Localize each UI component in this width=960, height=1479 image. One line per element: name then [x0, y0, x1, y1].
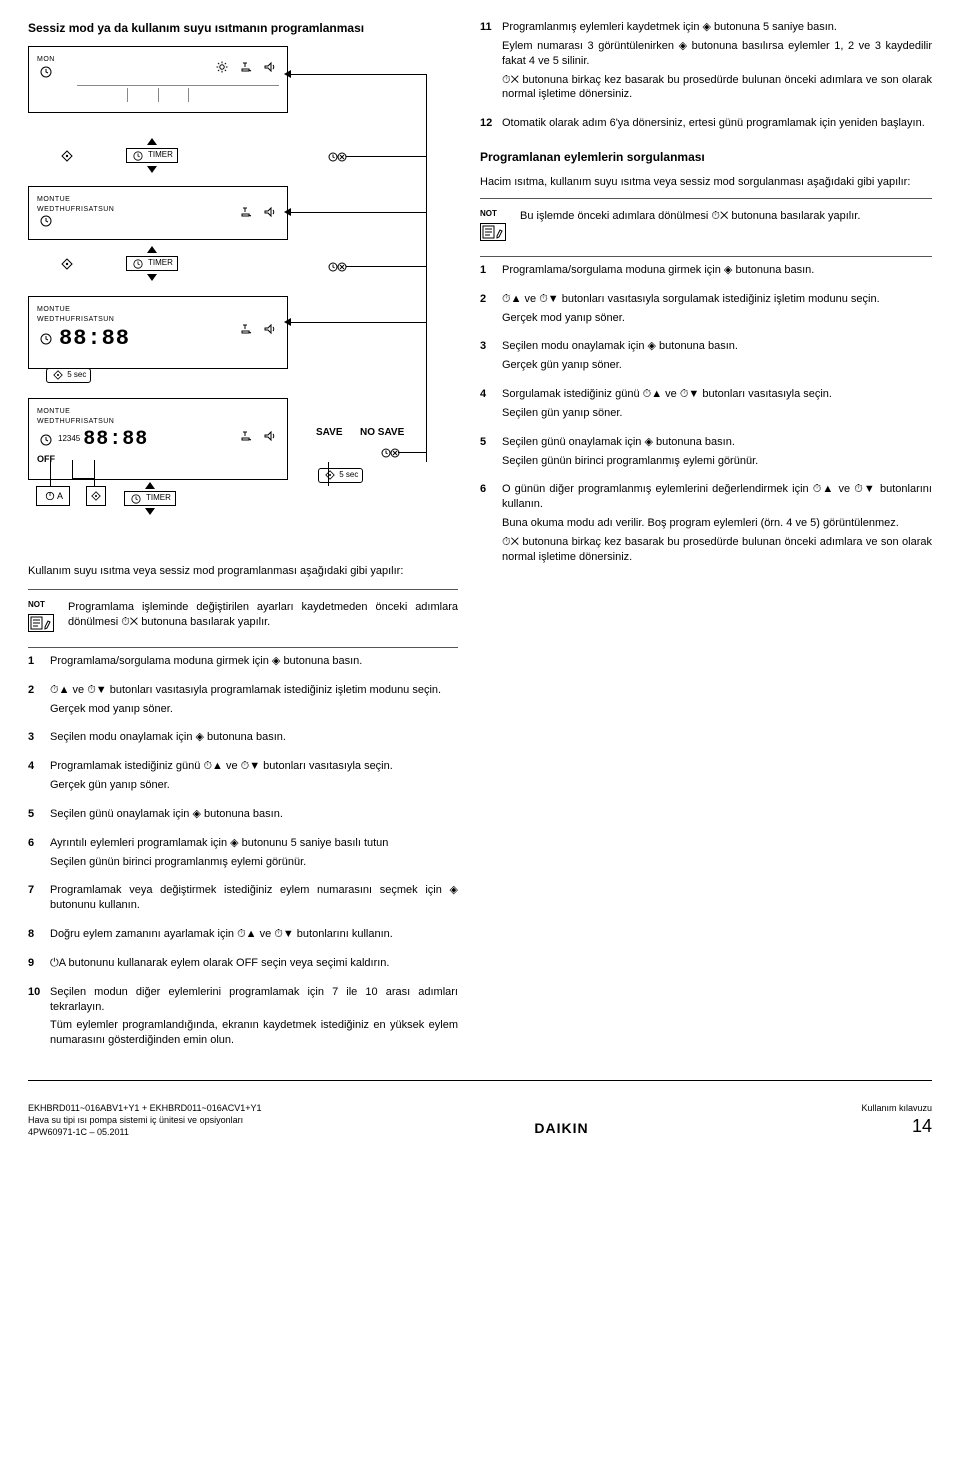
left-steps: 1Programlama/sorgulama moduna girmek içi…	[28, 654, 458, 1052]
note-block: NOT Bu işlemde önceki adımlara dönülmesi…	[480, 209, 932, 242]
subsection-title: Programlanan eylemlerin sorgulanması	[480, 149, 932, 165]
clock-cancel-icon	[323, 150, 353, 165]
right-column: 11 Programlanmış eylemleri kaydetmek içi…	[480, 20, 932, 1062]
down-triangle-icon	[147, 166, 157, 173]
footer-doc: Kullanım kılavuzu	[861, 1103, 932, 1115]
lcd-panel-1: MON	[28, 46, 288, 113]
clock-cancel-icon	[323, 260, 353, 275]
page-footer: EKHBRD011~016ABV1+Y1 + EKHBRD011~016ACV1…	[28, 1103, 932, 1138]
power-a-box: A	[36, 486, 70, 506]
footer-brand: DAIKIN	[534, 1119, 588, 1138]
note-icon	[480, 222, 506, 242]
day-mon: MON	[37, 55, 147, 64]
footer-page: 14	[861, 1115, 932, 1138]
note-block: NOT Programlama işleminde değiştirilen a…	[28, 600, 458, 633]
diamond-box	[86, 486, 106, 506]
right-continue-steps: 11 Programlanmış eylemleri kaydetmek içi…	[480, 20, 932, 135]
lcd-panel-3: MONTUE WEDTHUFRISATSUN 88:88	[28, 296, 288, 369]
timer-box: TIMER	[126, 148, 178, 163]
hold-5sec-badge: 5 sec	[46, 368, 91, 383]
note-text: Programlama işleminde değiştirilen ayarl…	[68, 600, 458, 630]
tap-icon	[239, 61, 253, 73]
quiet-icon	[263, 61, 277, 73]
lcd-panel-4: MONTUE WEDTHUFRISATSUN 12345 88:88 OFF	[28, 398, 288, 480]
sub-intro: Hacim ısıtma, kullanım suyu ısıtma veya …	[480, 175, 932, 190]
footer-code: 4PW60971-1C – 05.2011	[28, 1127, 262, 1139]
footer-desc: Hava su tipi ısı pompa sistemi iç ünites…	[28, 1115, 262, 1127]
right-steps: 1Programlama/sorgulama moduna girmek içi…	[480, 263, 932, 569]
up-triangle-icon	[147, 138, 157, 145]
left-title: Sessiz mod ya da kullanım suyu ısıtmanın…	[28, 20, 458, 36]
quiet-icon	[263, 206, 277, 218]
save-label: SAVE	[316, 426, 343, 440]
flow-diagram: MON	[28, 46, 458, 556]
note-icon	[28, 613, 54, 633]
diamond-icon	[60, 258, 74, 270]
hold-5sec-badge: 5 sec	[318, 468, 363, 483]
days-row: MONTUE WEDTHUFRISATSUN	[37, 195, 147, 214]
segment-time: 88:88	[59, 324, 130, 354]
off-label: OFF	[37, 453, 148, 465]
note-label: NOT	[28, 600, 54, 611]
lcd-panel-2: MONTUE WEDTHUFRISATSUN	[28, 186, 288, 240]
tap-icon	[239, 206, 253, 218]
clock-icon	[39, 66, 53, 78]
sun-icon	[215, 61, 229, 73]
clock-icon	[39, 215, 53, 227]
left-column: Sessiz mod ya da kullanım suyu ısıtmanın…	[28, 20, 458, 1062]
clock-cancel-icon	[376, 446, 406, 461]
diamond-icon	[60, 150, 74, 162]
left-intro: Kullanım suyu ısıtma veya sessiz mod pro…	[28, 564, 458, 579]
footer-model: EKHBRD011~016ABV1+Y1 + EKHBRD011~016ACV1…	[28, 1103, 262, 1115]
nosave-label: NO SAVE	[360, 426, 404, 440]
